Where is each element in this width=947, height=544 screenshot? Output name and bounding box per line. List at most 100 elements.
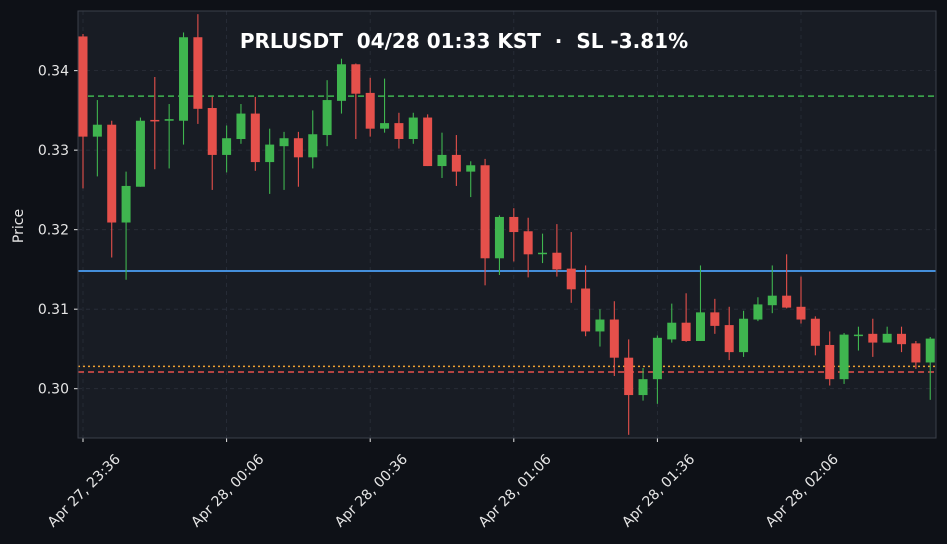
candle-down: [868, 318, 878, 357]
candle-body: [638, 379, 648, 396]
candle-body: [911, 343, 921, 363]
candle-down: [782, 254, 792, 309]
y-axis-title: Price: [11, 209, 27, 243]
candle-body: [408, 117, 418, 140]
candle-down: [523, 217, 533, 278]
candle-body: [179, 37, 189, 121]
candle-down: [810, 316, 820, 356]
candle-body: [150, 119, 160, 122]
candle-up: [236, 104, 246, 144]
y-tick-label: 0.34: [38, 64, 69, 80]
candle-up: [308, 110, 318, 169]
candle-body: [724, 325, 734, 353]
candle-body: [279, 138, 289, 147]
candle-down: [150, 76, 160, 170]
x-tick-label: Apr 28, 00:36: [332, 451, 411, 530]
candle-body: [839, 334, 849, 380]
candle-body: [509, 216, 519, 233]
candle-up: [121, 171, 131, 280]
candle-body: [494, 216, 504, 259]
candle-up: [92, 100, 102, 177]
candle-down: [207, 96, 217, 190]
candle-up: [853, 326, 863, 351]
candle-body: [810, 318, 820, 346]
candle-down: [710, 298, 720, 334]
candle-body: [767, 295, 777, 306]
candle-body: [581, 288, 591, 332]
candle-body: [322, 100, 332, 136]
candle-body: [523, 231, 533, 255]
x-tick-label: Apr 28, 00:06: [188, 451, 267, 530]
candle-down: [78, 34, 88, 189]
candle-body: [222, 138, 232, 155]
x-tick-label: Apr 27, 23:36: [45, 451, 124, 530]
candle-up: [279, 131, 289, 190]
candle-body: [897, 333, 907, 345]
y-tick-label: 0.33: [38, 143, 69, 159]
candle-body: [250, 113, 260, 163]
candle-body: [380, 123, 390, 129]
candle-up: [322, 80, 332, 147]
candle-up: [753, 297, 763, 322]
candle-up: [336, 58, 346, 114]
candle-body: [681, 322, 691, 341]
candle-up: [925, 337, 935, 400]
candle-up: [638, 368, 648, 401]
candle-up: [222, 125, 232, 173]
candle-up: [265, 128, 275, 194]
candle-down: [293, 131, 303, 187]
candle-up: [767, 265, 777, 314]
y-tick-label: 0.30: [38, 382, 69, 398]
candle-up: [595, 309, 605, 347]
candle-body: [868, 333, 878, 343]
candle-up: [882, 326, 892, 343]
x-tick-label: Apr 28, 01:06: [476, 451, 555, 530]
candle-up: [739, 310, 749, 357]
chart-title: PRLUSDT 04/28 01:33 KST · SL -3.81%: [240, 29, 688, 53]
candle-body: [652, 337, 662, 380]
candle-body: [164, 119, 174, 121]
candle-down: [552, 224, 562, 277]
candle-body: [121, 185, 131, 223]
candle-down: [451, 135, 461, 186]
candle-body: [925, 338, 935, 363]
candle-body: [466, 165, 476, 172]
candle-up: [380, 78, 390, 133]
candle-body: [695, 312, 705, 341]
candle-up: [135, 117, 145, 187]
candle-down: [107, 120, 117, 258]
candle-down: [423, 114, 433, 167]
candle-body: [753, 304, 763, 320]
y-axis: 0.30 0.31 0.32 0.33 0.34: [38, 64, 78, 398]
candle-down: [581, 265, 591, 337]
candle-up: [494, 215, 504, 275]
candle-body: [538, 252, 548, 255]
candle-down: [480, 158, 490, 286]
candle-body: [624, 357, 634, 396]
candle-body: [882, 333, 892, 343]
candle-body: [782, 295, 792, 308]
candle-up: [179, 32, 189, 145]
candle-down: [193, 14, 203, 124]
candle-down: [509, 208, 519, 262]
plot-area: [78, 11, 936, 438]
candle-down: [566, 232, 576, 303]
candle-body: [423, 117, 433, 167]
candle-body: [853, 334, 863, 337]
y-tick-label: 0.32: [38, 223, 69, 239]
candle-body: [796, 306, 806, 320]
level-lines: [78, 95, 936, 373]
x-tick-label: Apr 28, 01:36: [619, 451, 698, 530]
candle-body: [265, 144, 275, 163]
candle-up: [695, 265, 705, 341]
candle-down: [394, 112, 404, 149]
candles: [78, 14, 935, 435]
candle-body: [92, 124, 102, 137]
candle-down: [609, 301, 619, 376]
candle-body: [609, 319, 619, 358]
candle-body: [336, 64, 346, 101]
candle-down: [796, 276, 806, 324]
candle-body: [710, 312, 720, 326]
